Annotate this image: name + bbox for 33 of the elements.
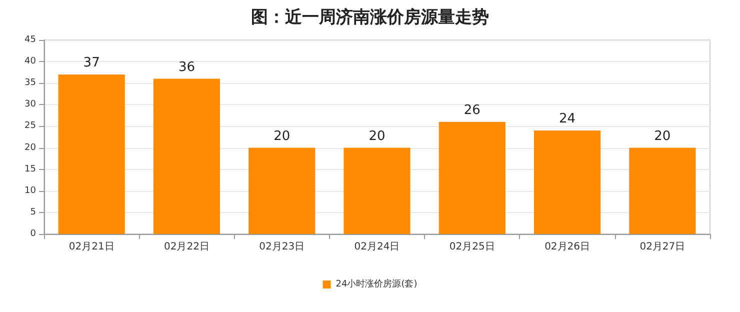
data-label: 36 [178,60,195,75]
x-tick-label: 02月23日 [259,242,305,252]
data-label: 20 [274,128,290,144]
data-label: 24 [559,112,576,127]
chart-title: 图：近一周济南涨价房源量走势 [251,8,489,28]
y-tick-label: 0 [30,229,36,239]
x-tick-label: 02月26日 [544,242,590,252]
bar [629,148,696,234]
bar [344,148,410,234]
data-label: 20 [654,128,671,144]
x-tick-label: 02月25日 [449,242,495,252]
x-tick-label: 02月27日 [640,242,686,252]
data-label: 20 [368,128,386,144]
bar [438,122,506,234]
y-tick-label: 20 [24,142,36,153]
data-label: 37 [83,55,100,70]
x-tick-label: 02月21日 [68,242,114,252]
y-tick-label: 25 [24,121,36,132]
y-tick-label: 15 [24,164,36,174]
bar [153,78,220,234]
data-label: 26 [464,102,480,118]
y-tick-label: 45 [24,35,36,45]
x-tick-label: 02月24日 [354,242,400,252]
y-tick-label: 35 [24,78,36,88]
y-tick-label: 40 [24,56,36,67]
legend-label: 24小时涨价房源(套) [336,278,418,290]
bar [248,148,316,234]
bar [534,130,601,234]
y-tick-label: 5 [30,207,36,218]
y-tick-label: 10 [24,186,36,196]
y-tick-label: 30 [24,100,36,110]
x-tick-label: 02月22日 [164,242,210,252]
bar [58,74,125,234]
